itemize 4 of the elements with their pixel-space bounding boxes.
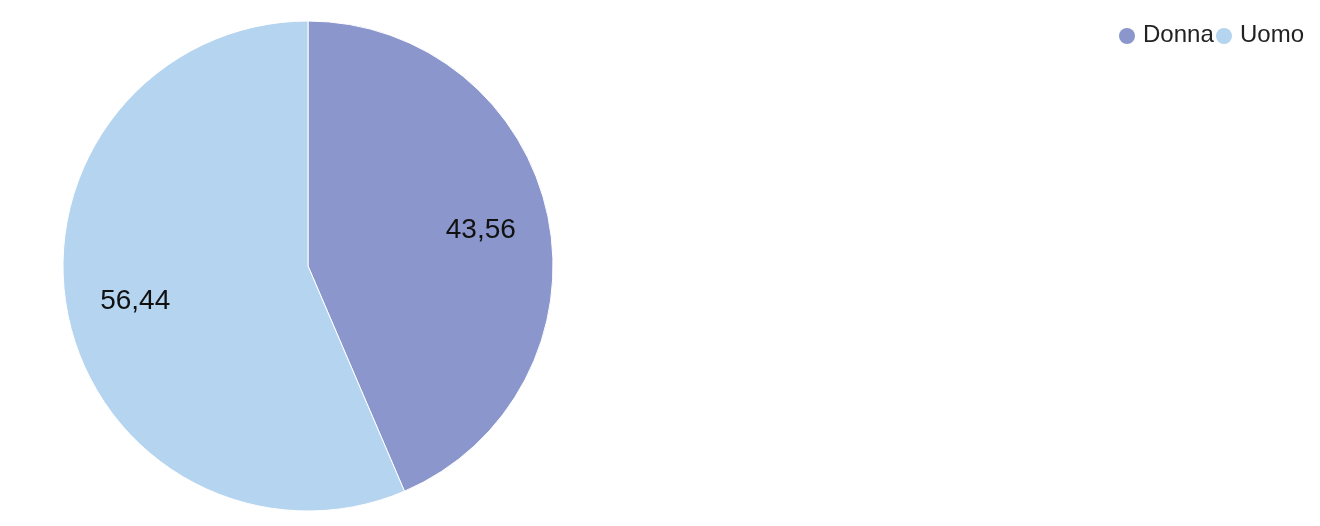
legend-label: Donna	[1143, 20, 1215, 48]
data-label: 56,44	[100, 283, 171, 315]
data-label: 43,56	[445, 212, 516, 244]
legend-label: Uomo	[1240, 20, 1305, 48]
